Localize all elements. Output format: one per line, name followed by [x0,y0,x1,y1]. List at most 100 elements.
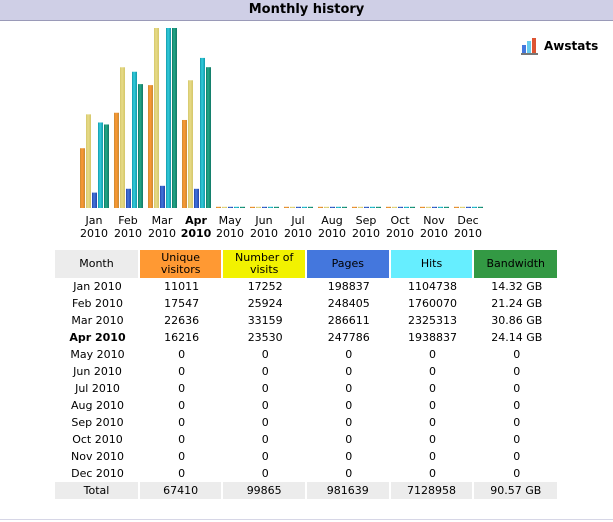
bar-unique-visitors [352,206,357,208]
table-row: Jul 2010 0 0 0 0 0 [55,380,559,397]
bar-pages [262,206,267,208]
cell-visits: 0 [261,467,269,480]
total-number-of-visits: 99865 [223,482,308,499]
bar-hits [166,28,171,208]
bar-bandwidth [172,28,177,208]
bar-bandwidth [274,206,279,208]
cell-visits: 0 [261,399,269,412]
cell-visits: 0 [261,416,269,429]
cell-bandwidth: 14.32 GB [491,280,543,293]
cell-hits: 1938837 [408,331,457,344]
cell-unique: 0 [178,365,186,378]
cell-visits: 0 [261,450,269,463]
cell-bandwidth: 0 [513,382,521,395]
bar-unique-visitors [148,85,153,208]
cell-month: Oct 2010 [72,433,123,446]
cell-month: Feb 2010 [72,297,123,310]
bar-pages [160,185,165,208]
table-row: Feb 2010 17547 25924 248405 1760070 21.24 GB [55,295,559,312]
cell-bandwidth: 0 [513,416,521,429]
cell-hits: 1104738 [408,280,457,293]
bar-pages [194,188,199,208]
bar-unique-visitors [80,148,85,208]
cell-visits: 0 [261,382,269,395]
cell-month: Apr 2010 [69,331,126,344]
bar-number-of-visits [324,206,329,208]
column-header-bandwidth: Bandwidth [474,250,559,278]
month-tick-label: Jul 2010 [284,214,312,240]
bar-pages [228,206,233,208]
bar-pages [364,206,369,208]
bar-number-of-visits [256,206,261,208]
cell-unique: 0 [178,382,186,395]
table-row: May 2010 0 0 0 0 0 [55,346,559,363]
page-title: Monthly history [0,0,613,21]
table-row: Sep 2010 0 0 0 0 0 [55,414,559,431]
table-row: Aug 2010 0 0 0 0 0 [55,397,559,414]
bar-bandwidth [342,206,347,208]
total-bandwidth: 90.57 GB [474,482,559,499]
cell-unique: 22636 [164,314,200,327]
bar-unique-visitors [420,206,425,208]
bar-pages [398,206,403,208]
cell-visits: 17252 [247,280,283,293]
cell-month: Mar 2010 [71,314,124,327]
month-tick-label: Jun 2010 [250,214,278,240]
cell-month: Sep 2010 [71,416,124,429]
cell-unique: 17547 [164,297,200,310]
cell-pages: 286611 [327,314,370,327]
cell-hits: 1760070 [408,297,457,310]
column-header-pages: Pages [307,250,391,278]
bar-number-of-visits [460,206,465,208]
cell-unique: 0 [178,433,186,446]
cell-pages: 0 [345,399,353,412]
month-tick-label: Feb 2010 [114,214,142,240]
bar-pages [432,206,437,208]
cell-unique: 0 [178,467,186,480]
cell-unique: 0 [178,348,186,361]
cell-pages: 0 [345,450,353,463]
cell-pages: 247786 [327,331,370,344]
bar-number-of-visits [358,206,363,208]
bar-unique-visitors [182,119,187,208]
bar-hits [472,206,477,208]
bar-bandwidth [308,206,313,208]
column-header-hits: Hits [390,250,475,278]
cell-hits: 0 [429,416,436,429]
bar-bandwidth [206,67,211,208]
monthly-stats-table: Month Unique visitors Number of visits P… [55,250,559,499]
table-row: Apr 2010 16216 23530 247786 1938837 24.14 GB [55,329,559,346]
bar-number-of-visits [154,28,159,208]
cell-pages: 0 [345,365,353,378]
cell-hits: 0 [429,467,436,480]
cell-hits: 0 [429,365,436,378]
bar-number-of-visits [188,80,193,208]
cell-visits: 33159 [247,314,283,327]
cell-hits: 0 [429,382,436,395]
bar-hits [98,122,103,208]
bar-hits [200,57,205,209]
cell-unique: 16216 [164,331,200,344]
cell-visits: 25924 [247,297,283,310]
bar-bandwidth [240,206,245,208]
cell-visits: 0 [261,348,269,361]
cell-bandwidth: 0 [513,433,521,446]
month-tick-label: Apr 2010 [180,214,212,240]
cell-month: Aug 2010 [70,399,124,412]
awstats-logo-icon [521,38,538,55]
bar-number-of-visits [290,206,295,208]
table-row: Jan 2010 11011 17252 198837 1104738 14.32 GB [55,278,559,295]
total-pages: 981639 [307,482,391,499]
cell-bandwidth: 0 [513,399,521,412]
awstats-logo-text: Awstats [544,39,599,53]
column-header-unique-visitors: Unique visitors [139,250,224,278]
cell-pages: 0 [345,433,353,446]
awstats-logo[interactable]: Awstats [521,37,598,55]
table-header-row: Month Unique visitors Number of visits P… [55,250,559,278]
bar-unique-visitors [250,206,255,208]
total-hits: 7128958 [390,482,475,499]
cell-hits: 2325313 [408,314,457,327]
bar-unique-visitors [386,206,391,208]
bar-unique-visitors [454,206,459,208]
cell-hits: 0 [429,348,436,361]
